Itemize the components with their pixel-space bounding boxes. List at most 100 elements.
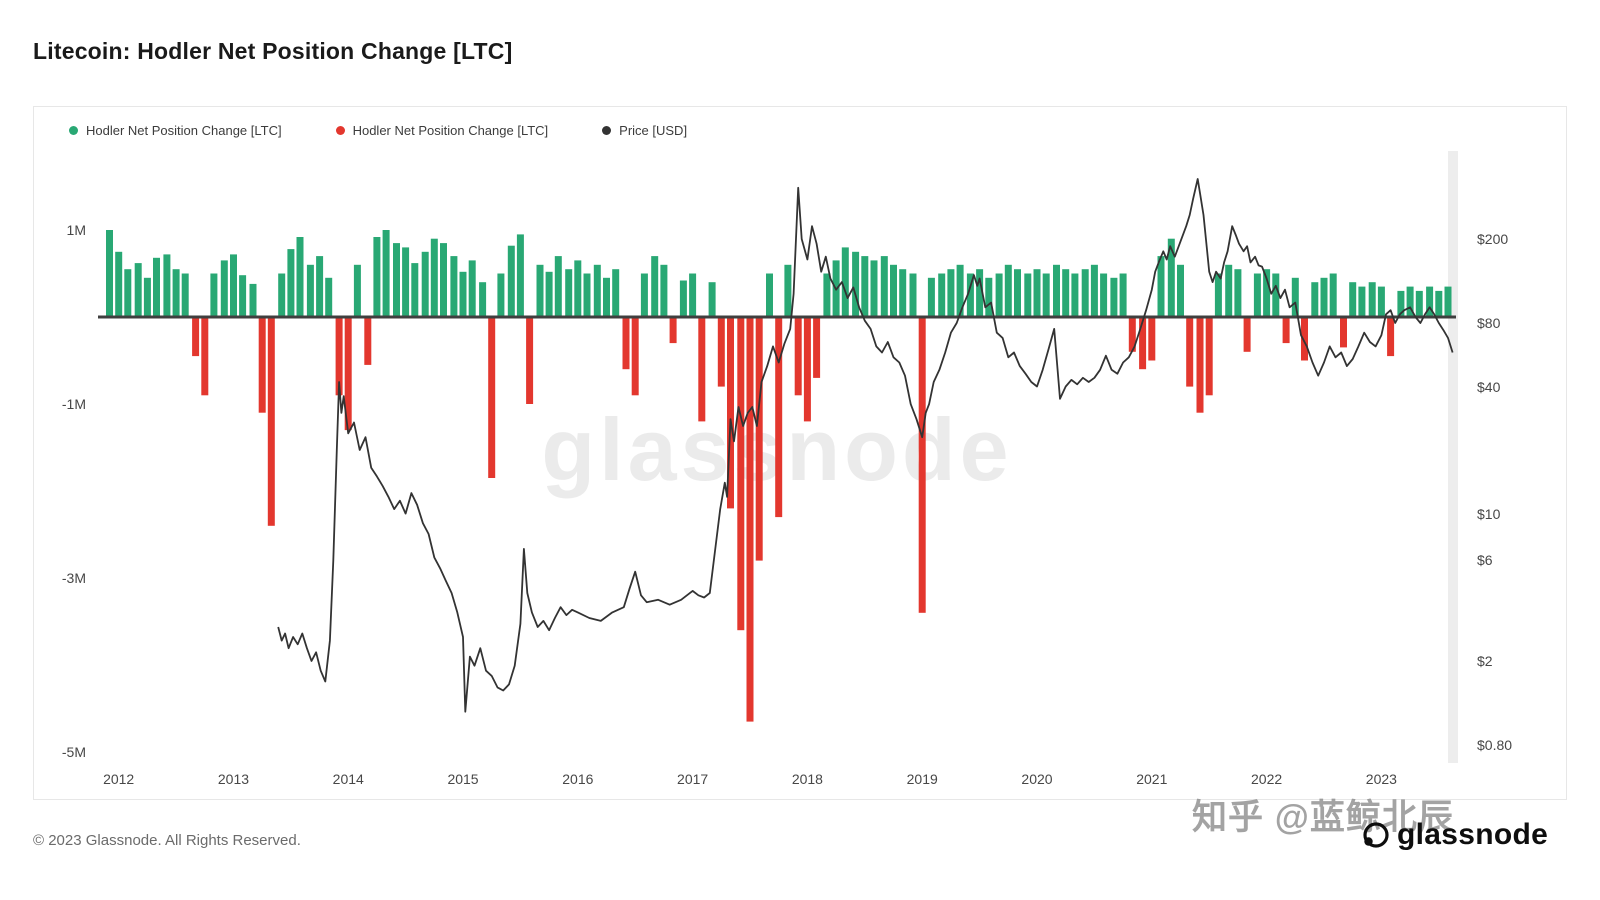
hodler-bar-positive xyxy=(1225,264,1233,317)
hodler-bar-positive xyxy=(325,277,333,317)
hodler-bar-negative xyxy=(1301,317,1308,361)
hodler-bar-positive xyxy=(1004,264,1012,317)
hodler-bar-positive xyxy=(172,269,180,318)
hodler-bar-positive xyxy=(153,257,160,317)
hodler-bar-positive xyxy=(583,273,591,317)
hodler-bar-positive xyxy=(516,234,524,317)
hodler-bar-negative xyxy=(813,317,821,378)
hodler-bar-positive xyxy=(1062,269,1070,318)
hodler-bar-positive xyxy=(468,260,476,317)
hodler-bar-positive xyxy=(459,271,467,317)
hodler-bar-positive xyxy=(278,273,286,317)
chart-card: Hodler Net Position Change [LTC] Hodler N… xyxy=(33,106,1567,800)
hodler-bar-negative xyxy=(267,317,275,526)
hodler-bar-positive xyxy=(909,273,917,317)
hodler-bar-positive xyxy=(938,273,946,317)
hodler-bar-positive xyxy=(353,264,361,317)
hodler-bar-positive xyxy=(1253,273,1261,317)
zhihu-watermark: 知乎 @蓝鲸北辰 xyxy=(1192,798,1454,837)
hodler-bar-positive xyxy=(985,277,993,317)
hodler-bar-negative xyxy=(488,317,496,478)
hodler-bar-positive xyxy=(784,264,792,317)
hodler-bar-positive xyxy=(1397,290,1405,317)
glassnode-logo: glassnode xyxy=(1362,818,1548,852)
hodler-bar-positive xyxy=(1426,286,1434,317)
hodler-bar-negative xyxy=(918,317,926,613)
hodler-bar-positive xyxy=(402,247,410,317)
hodler-bar-positive xyxy=(1014,269,1021,318)
price-line xyxy=(277,178,1454,713)
hodler-bar-positive xyxy=(1377,286,1385,317)
hodler-bar-positive xyxy=(239,275,247,317)
legend-item-price[interactable]: Price [USD] xyxy=(602,123,687,138)
hodler-bar-negative xyxy=(746,317,754,722)
hodler-bar-positive xyxy=(1053,264,1060,317)
legend-item-hodler-positive[interactable]: Hodler Net Position Change [LTC] xyxy=(69,123,282,138)
page-title: Litecoin: Hodler Net Position Change [LT… xyxy=(33,38,513,64)
hodler-bar-negative xyxy=(364,317,372,365)
glassnode-logo-text: glassnode xyxy=(1397,818,1549,851)
hodler-bar-positive xyxy=(1291,277,1299,317)
hodler-bar-negative xyxy=(1205,317,1213,396)
hodler-bar-positive xyxy=(421,251,429,318)
hodler-bar-positive xyxy=(536,264,544,317)
hodler-bar-positive xyxy=(823,273,831,317)
hodler-bar-negative xyxy=(794,317,802,396)
hodler-bar-positive xyxy=(1234,269,1242,318)
legend-dot-icon xyxy=(335,126,345,135)
hodler-bar-negative xyxy=(717,317,725,387)
hodler-bar-positive xyxy=(124,269,132,318)
hodler-bar-positive xyxy=(1033,269,1041,318)
hodler-bar-positive xyxy=(976,269,984,318)
hodler-bar-positive xyxy=(220,260,228,317)
glassnode-watermark: glassnode xyxy=(541,400,1013,499)
hodler-bar-positive xyxy=(1311,282,1319,317)
hodler-bar-positive xyxy=(1100,273,1108,317)
hodler-bar-positive xyxy=(1329,273,1337,317)
hodler-bar-positive xyxy=(593,264,601,317)
hodler-bar-positive xyxy=(479,282,487,317)
hodler-bar-positive xyxy=(565,269,573,318)
hodler-bar-positive xyxy=(1435,290,1443,317)
hodler-bar-negative xyxy=(775,317,783,518)
legend-label: Price [USD] xyxy=(619,123,688,138)
legend-dot-icon xyxy=(602,126,612,135)
legend-dot-icon xyxy=(69,126,78,135)
hodler-bar-positive xyxy=(106,230,113,317)
hodler-bar-negative xyxy=(258,317,266,413)
hodler-bar-positive xyxy=(861,256,869,317)
hodler-bar-negative xyxy=(669,317,677,344)
chart-plot-area[interactable] xyxy=(34,107,1568,801)
hodler-bar-positive xyxy=(1167,238,1175,317)
hodler-bar-positive xyxy=(852,251,860,318)
hodler-bar-positive xyxy=(966,273,974,317)
chart-legend: Hodler Net Position Change [LTC] Hodler N… xyxy=(69,123,687,138)
hodler-bar-positive xyxy=(574,260,582,317)
hodler-bar-negative xyxy=(1282,317,1290,344)
hodler-bar-positive xyxy=(1042,273,1050,317)
hodler-bar-positive xyxy=(956,264,964,317)
hodler-bar-positive xyxy=(947,269,955,318)
legend-item-hodler-negative[interactable]: Hodler Net Position Change [LTC] xyxy=(335,123,548,138)
hodler-bar-positive xyxy=(1119,273,1127,317)
hodler-bar-positive xyxy=(927,277,935,317)
hodler-bar-negative xyxy=(803,317,811,422)
hodler-bar-positive xyxy=(1272,273,1280,317)
hodler-bar-negative xyxy=(1186,317,1194,387)
hodler-bar-positive xyxy=(134,263,142,317)
hodler-bar-positive xyxy=(1444,286,1452,317)
hodler-bar-positive xyxy=(316,256,324,317)
hodler-bar-positive xyxy=(181,273,189,317)
zero-line xyxy=(98,315,1456,319)
hodler-bar-positive xyxy=(708,282,716,317)
hodler-bar-positive xyxy=(115,251,123,318)
hodler-bar-positive xyxy=(1071,273,1079,317)
hodler-bar-positive xyxy=(306,264,314,317)
hodler-bar-positive xyxy=(450,256,458,317)
hodler-bar-positive xyxy=(1214,273,1222,317)
hodler-bar-positive xyxy=(612,269,620,318)
hodler-bar-positive xyxy=(249,283,257,317)
hodler-bar-positive xyxy=(870,260,878,317)
hodler-bar-positive xyxy=(296,237,304,317)
glassnode-logo-icon xyxy=(1362,821,1390,849)
